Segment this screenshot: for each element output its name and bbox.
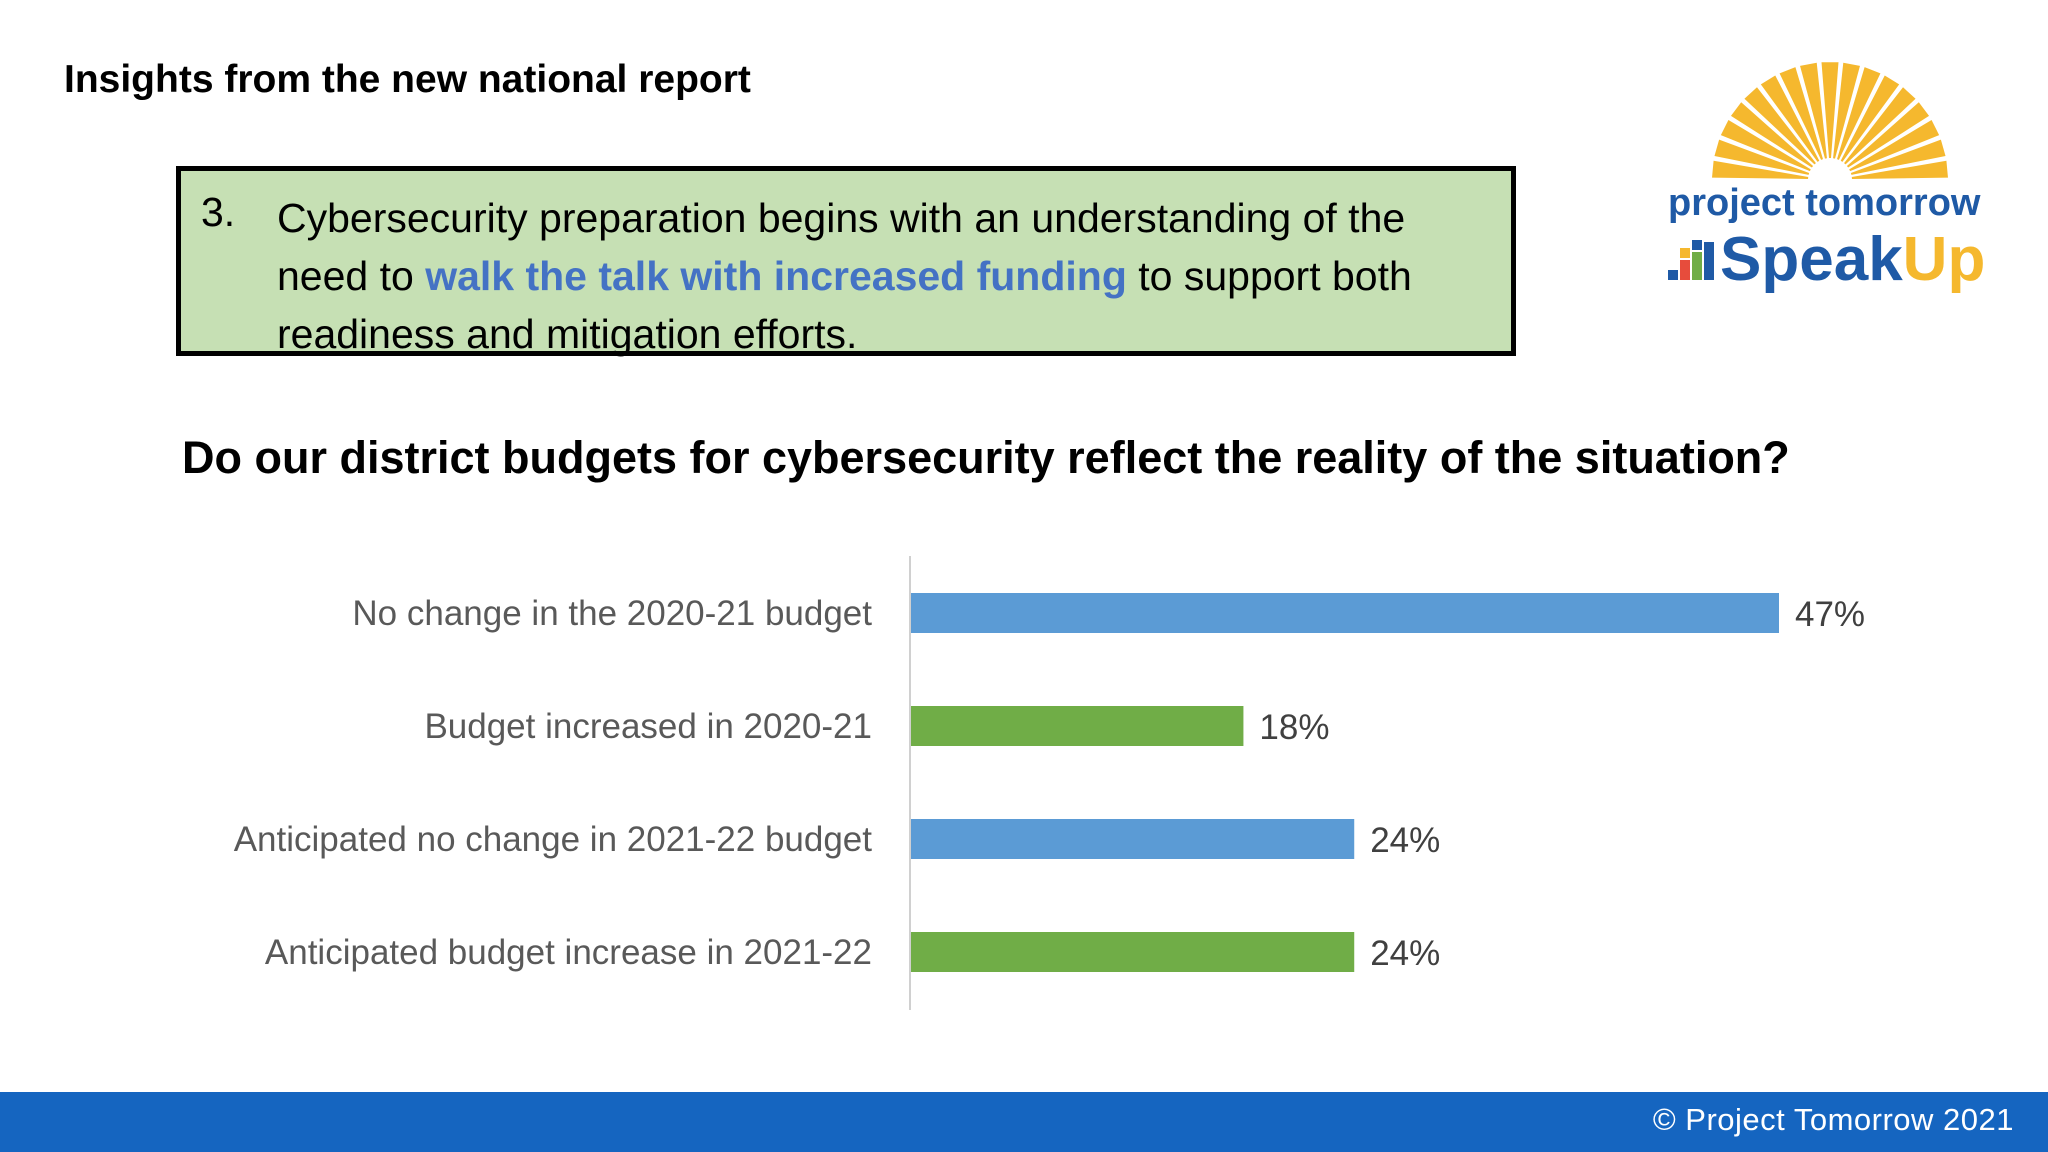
category-label: Anticipated no change in 2021-22 budget (234, 820, 873, 859)
sun-ray (1720, 119, 1811, 172)
bar (911, 932, 1355, 972)
svg-text:SpeakUp: SpeakUp (1720, 225, 1985, 294)
category-label: Anticipated budget increase in 2021-22 (265, 933, 872, 972)
value-label: 24% (1370, 934, 1440, 973)
bar (911, 593, 1779, 633)
chart-title: Do our district budgets for cybersecurit… (182, 432, 1790, 483)
sun-ray (1851, 160, 1948, 179)
insight-text: Cybersecurity preparation begins with an… (277, 189, 1497, 363)
sun-ray (1850, 139, 1946, 175)
bar (911, 706, 1244, 746)
sun-ray (1744, 87, 1816, 165)
sun-ray (1849, 119, 1940, 172)
sun-ray (1800, 62, 1827, 159)
category-label: Budget increased in 2020-21 (424, 707, 872, 746)
sun-ray (1837, 67, 1881, 160)
project-tomorrow-speakup-logo: project tomorrow SpeakUp (1668, 62, 1985, 294)
insight-number: 3. (201, 189, 236, 235)
logo-line1: project tomorrow (1668, 182, 1981, 224)
insight-box: 3. Cybersecurity preparation begins with… (176, 166, 1516, 357)
sun-ray (1840, 75, 1900, 162)
logo-up: Up (1903, 225, 1986, 294)
sun-ray (1730, 102, 1814, 168)
value-label: 18% (1259, 708, 1329, 747)
bar (911, 819, 1355, 859)
sun-ray (1712, 160, 1809, 179)
footer: © Project Tomorrow 2021 (0, 1092, 2048, 1152)
footer-copyright: © Project Tomorrow 2021 (1652, 1102, 2014, 1137)
value-label: 24% (1370, 821, 1440, 860)
sun-ray (1846, 102, 1930, 168)
slide-title: Insights from the new national report (64, 58, 751, 101)
sun-ray (1844, 87, 1916, 165)
sun-ray (1760, 75, 1820, 162)
sun-ray (1779, 67, 1823, 160)
bar-chart: No change in the 2020-21 budget 47% Budget… (234, 556, 1865, 1010)
logo-bars-icon (1668, 240, 1714, 280)
category-label: No change in the 2020-21 budget (352, 594, 872, 633)
logo-speak: Speak (1720, 225, 1903, 294)
sun-ray (1833, 62, 1860, 159)
value-label: 47% (1795, 595, 1865, 634)
insight-highlight: walk the talk with increased funding (425, 253, 1127, 299)
sun-ray (1714, 139, 1810, 175)
sun-rays-icon (1712, 62, 1948, 179)
insight-text-before: Cybersecurity preparation begins with an… (277, 195, 1406, 299)
sun-ray (1821, 62, 1839, 159)
insight-text-after: to support both readiness and mitigation… (277, 253, 1412, 357)
